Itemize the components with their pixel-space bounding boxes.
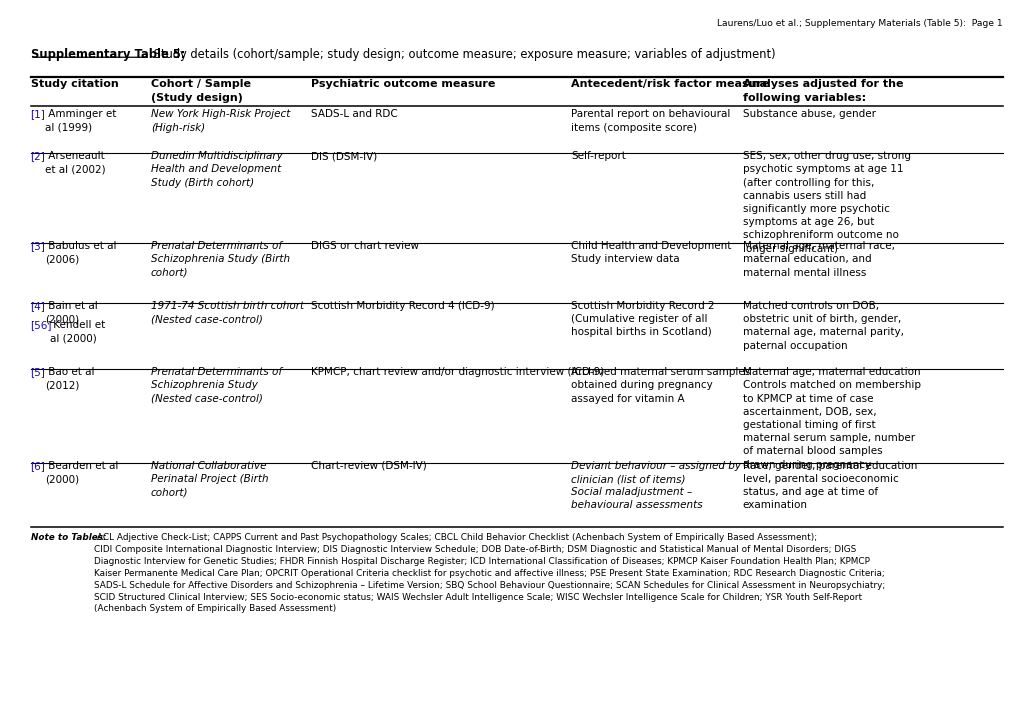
Text: Study citation: Study citation	[31, 79, 118, 89]
Text: Prenatal Determinants of
Schizophrenia Study (Birth
cohort): Prenatal Determinants of Schizophrenia S…	[151, 241, 289, 278]
Text: Study details (cohort/sample; study design; outcome measure; exposure measure; v: Study details (cohort/sample; study desi…	[150, 48, 774, 61]
Text: Scottish Morbidity Record 2
(Cumulative register of all
hospital births in Scotl: Scottish Morbidity Record 2 (Cumulative …	[571, 301, 714, 338]
Text: 1971-74 Scottish birth cohort
(Nested case-control): 1971-74 Scottish birth cohort (Nested ca…	[151, 301, 304, 324]
Text: Cohort / Sample
(Study design): Cohort / Sample (Study design)	[151, 79, 251, 103]
Text: Antecedent/risk factor measure: Antecedent/risk factor measure	[571, 79, 769, 89]
Text: Kendell et
al (2000): Kendell et al (2000)	[50, 320, 105, 343]
Text: Bearden et al
(2000): Bearden et al (2000)	[45, 461, 118, 484]
Text: Arseneault
et al (2002): Arseneault et al (2002)	[45, 151, 106, 174]
Text: Child Health and Development
Study interview data: Child Health and Development Study inter…	[571, 241, 731, 264]
Text: Supplementary Table 5:: Supplementary Table 5:	[31, 48, 184, 61]
Text: Note to Tables:: Note to Tables:	[31, 533, 106, 541]
Text: Laurens/Luo et al.; Supplementary Materials (Table 5):  Page 1: Laurens/Luo et al.; Supplementary Materi…	[716, 19, 1002, 27]
Text: ACL Adjective Check-List; CAPPS Current and Past Psychopathology Scales; CBCL Ch: ACL Adjective Check-List; CAPPS Current …	[94, 533, 884, 613]
Text: Dunedin Multidisciplinary
Health and Development
Study (Birth cohort): Dunedin Multidisciplinary Health and Dev…	[151, 151, 282, 188]
Text: [5]: [5]	[31, 367, 46, 377]
Text: Self-report: Self-report	[571, 151, 626, 161]
Text: Maternal age, maternal education
Controls matched on membership
to KPMCP at time: Maternal age, maternal education Control…	[742, 367, 920, 469]
Text: Amminger et
al (1999): Amminger et al (1999)	[45, 109, 116, 132]
Text: Babulus et al
(2006): Babulus et al (2006)	[45, 241, 116, 264]
Text: [2]: [2]	[31, 151, 46, 161]
Text: KPMCP, chart review and/or diagnostic interview (ICD-9): KPMCP, chart review and/or diagnostic in…	[311, 367, 603, 377]
Text: Matched controls on DOB,
obstetric unit of birth, gender,
maternal age, maternal: Matched controls on DOB, obstetric unit …	[742, 301, 903, 351]
Text: Prenatal Determinants of
Schizophrenia Study
(Nested case-control): Prenatal Determinants of Schizophrenia S…	[151, 367, 281, 404]
Text: National Collaborative
Perinatal Project (Birth
cohort): National Collaborative Perinatal Project…	[151, 461, 268, 498]
Text: Analyses adjusted for the
following variables:: Analyses adjusted for the following vari…	[742, 79, 902, 103]
Text: Scottish Morbidity Record 4 (ICD-9): Scottish Morbidity Record 4 (ICD-9)	[311, 301, 494, 311]
Text: [3]: [3]	[31, 241, 46, 251]
Text: [6]: [6]	[31, 461, 46, 471]
Text: [1]: [1]	[31, 109, 46, 120]
Text: Race, gender, parental education
level, parental socioeconomic
status, and age a: Race, gender, parental education level, …	[742, 461, 916, 510]
Text: Archived maternal serum samples
obtained during pregnancy
assayed for vitamin A: Archived maternal serum samples obtained…	[571, 367, 750, 404]
Text: DIGS or chart review: DIGS or chart review	[311, 241, 419, 251]
Text: New York High-Risk Project
(High-risk): New York High-Risk Project (High-risk)	[151, 109, 290, 132]
Text: SADS-L and RDC: SADS-L and RDC	[311, 109, 397, 120]
Text: Parental report on behavioural
items (composite score): Parental report on behavioural items (co…	[571, 109, 730, 132]
Text: Psychiatric outcome measure: Psychiatric outcome measure	[311, 79, 495, 89]
Text: [4]: [4]	[31, 301, 46, 311]
Text: Bain et al
(2000): Bain et al (2000)	[45, 301, 98, 324]
Text: Bao et al
(2012): Bao et al (2012)	[45, 367, 95, 390]
Text: Substance abuse, gender: Substance abuse, gender	[742, 109, 874, 120]
Text: Chart-review (DSM-IV): Chart-review (DSM-IV)	[311, 461, 426, 471]
Text: Maternal age, maternal race,
maternal education, and
maternal mental illness: Maternal age, maternal race, maternal ed…	[742, 241, 894, 278]
Text: SES, sex, other drug use, strong
psychotic symptoms at age 11
(after controlling: SES, sex, other drug use, strong psychot…	[742, 151, 910, 253]
Text: Deviant behaviour – assigned by
clinician (list of items)
Social maladjustment –: Deviant behaviour – assigned by clinicia…	[571, 461, 741, 510]
Text: [56]: [56]	[31, 320, 52, 330]
Text: DIS (DSM-IV): DIS (DSM-IV)	[311, 151, 377, 161]
